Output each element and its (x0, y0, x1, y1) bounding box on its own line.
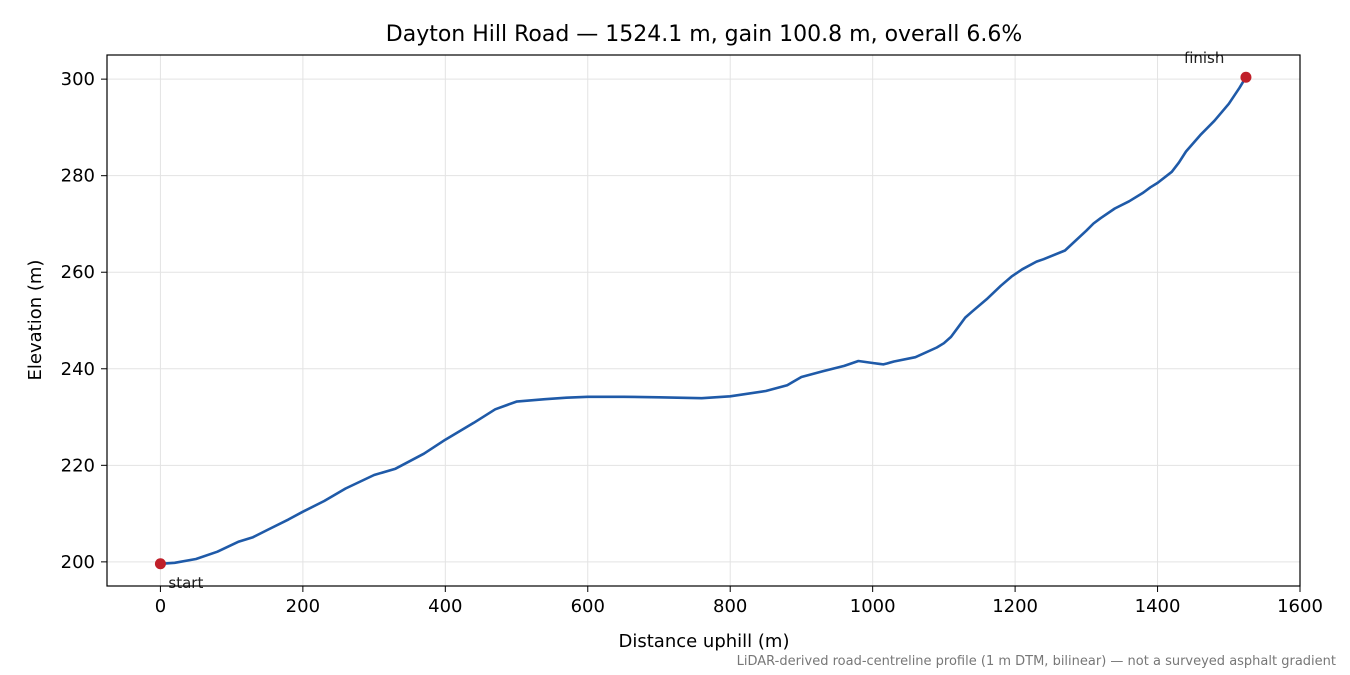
x-tick-label: 1000 (850, 596, 896, 617)
y-tick-label: 300 (61, 69, 95, 90)
elevation-line (159, 75, 1248, 566)
x-tick-label: 0 (155, 596, 166, 617)
chart-title: Dayton Hill Road — 1524.1 m, gain 100.8 … (386, 22, 1022, 47)
x-tick-label: 1200 (992, 596, 1038, 617)
x-axis: 0 200 400 600 800 1000 1200 1400 1600 (155, 586, 1323, 617)
y-axis: 200 220 240 260 280 300 (61, 69, 107, 573)
x-tick-label: 1600 (1277, 596, 1323, 617)
y-tick-label: 220 (61, 455, 95, 476)
start-label: start (168, 574, 203, 592)
y-tick-label: 200 (61, 552, 95, 573)
y-tick-label: 280 (61, 166, 95, 187)
series-layer (159, 75, 1248, 566)
x-tick-label: 1400 (1135, 596, 1181, 617)
start-marker (154, 558, 166, 570)
x-tick-label: 800 (713, 596, 747, 617)
y-tick-label: 260 (61, 262, 95, 283)
x-tick-label: 200 (286, 596, 320, 617)
finish-label: finish (1184, 49, 1224, 67)
plot-frame (106, 54, 1301, 587)
y-tick-label: 240 (61, 359, 95, 380)
x-tick-label: 600 (571, 596, 605, 617)
footnote: LiDAR-derived road-centreline profile (1… (737, 654, 1336, 669)
y-axis-title: Elevation (m) (25, 260, 46, 381)
x-axis-title: Distance uphill (m) (619, 631, 790, 652)
x-tick-label: 400 (428, 596, 462, 617)
finish-marker (1240, 71, 1252, 83)
marker-layer: start finish (154, 49, 1252, 592)
